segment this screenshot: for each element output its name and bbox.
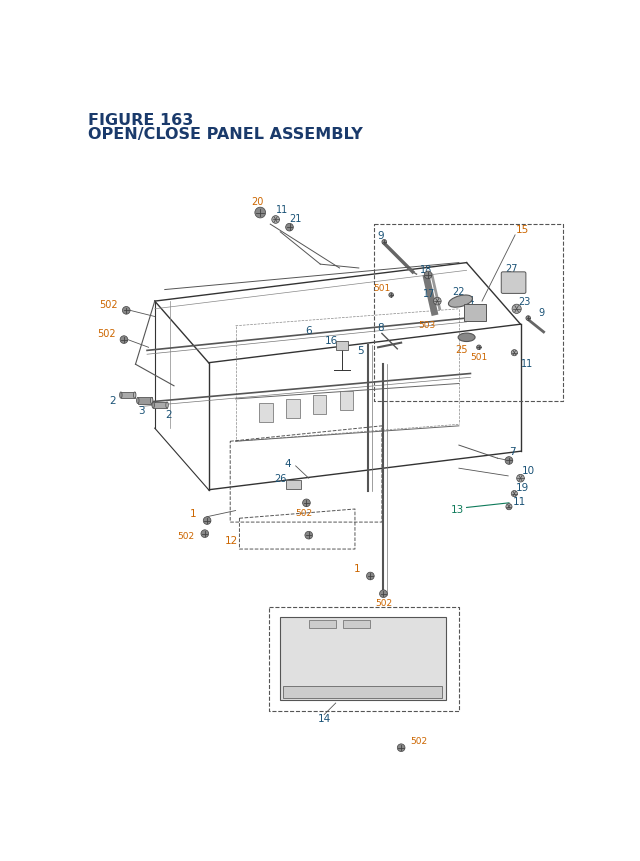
Circle shape xyxy=(505,457,513,465)
Circle shape xyxy=(424,272,432,280)
Bar xyxy=(121,393,135,399)
Circle shape xyxy=(511,350,517,356)
Text: 2: 2 xyxy=(109,395,116,406)
Circle shape xyxy=(120,337,128,344)
FancyBboxPatch shape xyxy=(501,273,526,294)
Circle shape xyxy=(201,530,209,538)
Text: 9: 9 xyxy=(377,231,383,240)
Text: 24: 24 xyxy=(462,296,474,306)
Text: 502: 502 xyxy=(97,329,116,339)
Circle shape xyxy=(305,532,312,539)
Ellipse shape xyxy=(136,398,139,404)
Text: 7: 7 xyxy=(509,447,516,456)
Text: 14: 14 xyxy=(317,714,331,723)
Bar xyxy=(344,620,371,628)
Bar xyxy=(138,398,152,404)
Text: 6: 6 xyxy=(305,325,312,335)
Text: 502: 502 xyxy=(410,735,428,745)
Text: 1: 1 xyxy=(190,508,196,518)
Circle shape xyxy=(397,744,405,752)
Ellipse shape xyxy=(449,295,472,308)
Text: 5: 5 xyxy=(357,346,364,356)
Bar xyxy=(312,395,326,415)
Text: OPEN/CLOSE PANEL ASSEMBLY: OPEN/CLOSE PANEL ASSEMBLY xyxy=(88,127,362,141)
Circle shape xyxy=(380,590,387,598)
Circle shape xyxy=(512,305,521,314)
Ellipse shape xyxy=(120,393,122,399)
Text: 18: 18 xyxy=(420,264,433,275)
Text: 502: 502 xyxy=(375,598,392,608)
Text: 503: 503 xyxy=(418,320,435,329)
Text: 17: 17 xyxy=(424,289,436,299)
Bar xyxy=(285,480,301,489)
Text: 11: 11 xyxy=(520,358,532,369)
Text: 501: 501 xyxy=(373,283,390,293)
Circle shape xyxy=(506,504,512,511)
Circle shape xyxy=(255,208,266,219)
Circle shape xyxy=(516,474,524,482)
Text: 2: 2 xyxy=(165,410,172,420)
Circle shape xyxy=(389,294,394,298)
Bar xyxy=(259,403,273,423)
Circle shape xyxy=(272,216,280,224)
Text: 11: 11 xyxy=(513,497,525,507)
Circle shape xyxy=(433,298,441,306)
Bar xyxy=(308,620,336,628)
Bar xyxy=(153,402,167,409)
Ellipse shape xyxy=(152,402,154,409)
Circle shape xyxy=(204,517,211,525)
Text: 25: 25 xyxy=(456,344,468,355)
Text: FIGURE 163: FIGURE 163 xyxy=(88,113,193,127)
Ellipse shape xyxy=(134,393,136,399)
Circle shape xyxy=(511,491,517,497)
Circle shape xyxy=(382,240,387,245)
Circle shape xyxy=(367,573,374,580)
Bar xyxy=(340,392,353,411)
Text: 1: 1 xyxy=(354,564,360,573)
Text: 26: 26 xyxy=(274,474,287,484)
Text: 8: 8 xyxy=(377,323,383,333)
Circle shape xyxy=(285,224,293,232)
Text: 12: 12 xyxy=(225,536,238,545)
Text: 502: 502 xyxy=(295,509,312,517)
Text: 21: 21 xyxy=(289,214,302,224)
Text: 502: 502 xyxy=(177,531,194,540)
Text: 20: 20 xyxy=(251,197,263,207)
Text: 3: 3 xyxy=(138,406,145,416)
Text: 22: 22 xyxy=(452,287,465,297)
Text: 11: 11 xyxy=(276,204,288,214)
Circle shape xyxy=(477,345,481,350)
Bar xyxy=(464,305,486,322)
Text: 9: 9 xyxy=(538,307,545,318)
Text: 23: 23 xyxy=(518,297,531,307)
Circle shape xyxy=(303,499,310,507)
Bar xyxy=(284,686,442,697)
Text: 27: 27 xyxy=(505,263,518,274)
Ellipse shape xyxy=(166,402,168,409)
Ellipse shape xyxy=(458,334,475,342)
Bar xyxy=(280,617,446,700)
Bar xyxy=(285,400,300,418)
Text: 502: 502 xyxy=(99,300,118,310)
Text: 15: 15 xyxy=(515,226,529,235)
Circle shape xyxy=(526,316,531,321)
Circle shape xyxy=(122,307,130,315)
Text: 16: 16 xyxy=(325,335,339,345)
Bar xyxy=(336,342,348,351)
Text: 13: 13 xyxy=(451,505,464,514)
Text: 19: 19 xyxy=(516,483,529,492)
Text: 501: 501 xyxy=(470,353,488,362)
Ellipse shape xyxy=(150,398,153,404)
Text: 4: 4 xyxy=(285,458,291,468)
Text: 10: 10 xyxy=(522,466,535,476)
